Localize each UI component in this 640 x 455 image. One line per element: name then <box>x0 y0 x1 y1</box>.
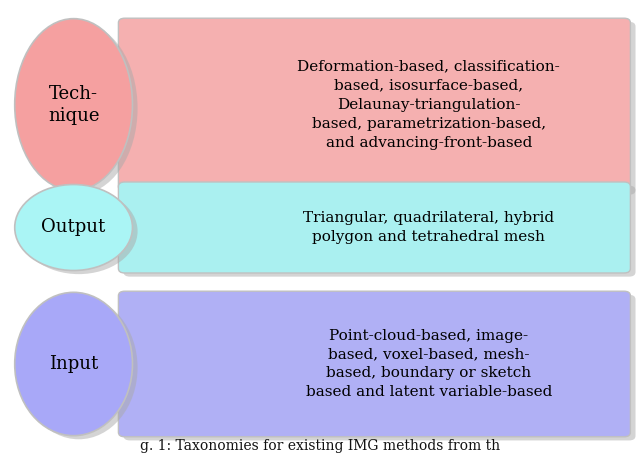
FancyBboxPatch shape <box>124 22 636 195</box>
FancyBboxPatch shape <box>118 18 630 191</box>
Text: Input: Input <box>49 355 98 373</box>
Ellipse shape <box>20 22 138 194</box>
Ellipse shape <box>15 185 132 270</box>
Text: Triangular, quadrilateral, hybrid
polygon and tetrahedral mesh: Triangular, quadrilateral, hybrid polygo… <box>303 211 554 244</box>
Text: Output: Output <box>42 218 106 237</box>
Text: Deformation-based, classification-
based, isosurface-based,
Delaunay-triangulati: Deformation-based, classification- based… <box>298 60 560 150</box>
FancyBboxPatch shape <box>118 291 630 437</box>
FancyBboxPatch shape <box>124 295 636 440</box>
Ellipse shape <box>15 19 132 191</box>
FancyBboxPatch shape <box>124 186 636 277</box>
Ellipse shape <box>15 293 132 436</box>
Text: Tech-
nique: Tech- nique <box>48 85 99 125</box>
Text: g. 1: Taxonomies for existing IMG methods from th: g. 1: Taxonomies for existing IMG method… <box>140 439 500 453</box>
Ellipse shape <box>20 296 138 440</box>
Ellipse shape <box>20 188 138 274</box>
FancyBboxPatch shape <box>118 182 630 273</box>
Text: Point-cloud-based, image-
based, voxel-based, mesh-
based, boundary or sketch
ba: Point-cloud-based, image- based, voxel-b… <box>306 329 552 399</box>
